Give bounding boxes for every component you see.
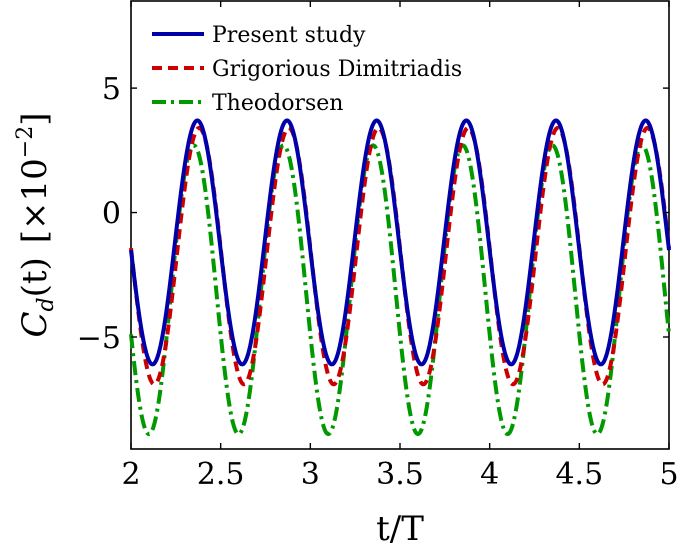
series-line-theodorsen [129,143,671,437]
x-tick-label: 2.5 [197,457,245,492]
y-axis-label: Cd(t) [×10−2] [13,112,59,337]
y-label-scale: [×10 [15,158,55,243]
legend: Present study Grigorious Dimitriadis The… [152,23,462,116]
x-tick-label: 5 [659,457,678,492]
ticks-layer: 2 2.5 3 3.5 4 4.5 5 −5 0 5 [77,1,679,492]
x-tick-label: 2 [121,457,140,492]
x-tick-label: 3 [301,457,320,492]
y-label-scale-close: ] [15,112,55,125]
x-axis-label: t/T [376,509,424,549]
legend-label-present-study: Present study [212,23,366,48]
y-tick-label: 0 [102,197,121,232]
y-label-main: C [15,312,55,338]
legend-label-grigorious-dimitriadis: Grigorious Dimitriadis [212,57,462,82]
y-label-arg: (t) [15,257,55,297]
series-line-present-study [129,118,671,367]
y-label-scale-exp: −2 [13,126,38,158]
legend-label-theodorsen: Theodorsen [212,91,343,116]
series-layer [129,118,671,437]
x-tick-label: 3.5 [376,457,424,492]
x-tick-label: 4 [480,457,499,492]
x-tick-label: 4.5 [555,457,603,492]
y-tick-label: −5 [77,321,121,356]
y-tick-label: 5 [102,72,121,107]
y-label-sub: d [34,297,59,311]
